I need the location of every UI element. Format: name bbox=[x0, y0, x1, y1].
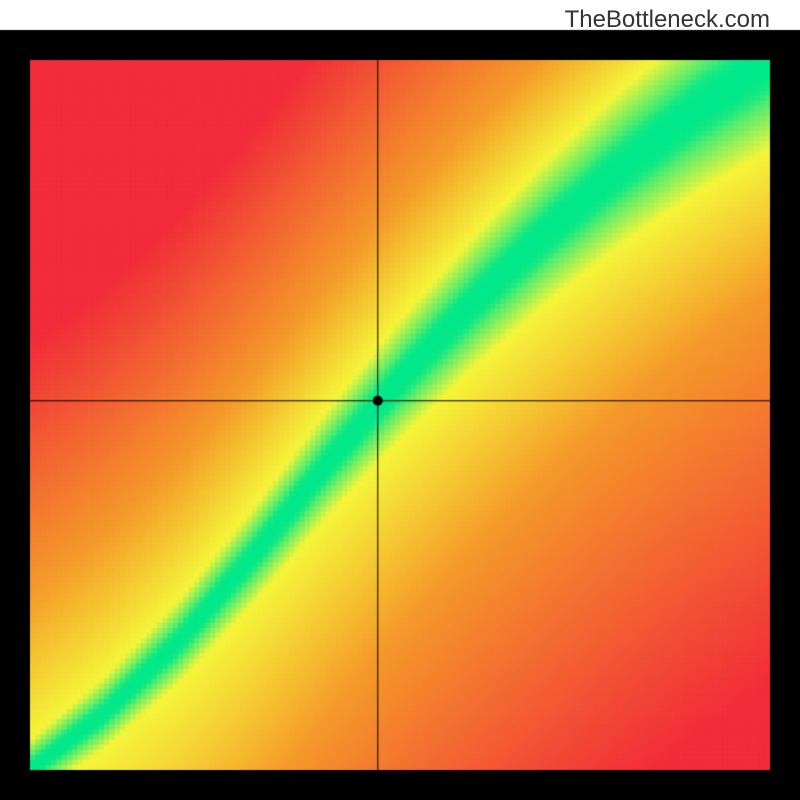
heatmap-canvas bbox=[0, 0, 800, 800]
chart-container: TheBottleneck.com bbox=[0, 0, 800, 800]
watermark-label: TheBottleneck.com bbox=[565, 6, 770, 34]
